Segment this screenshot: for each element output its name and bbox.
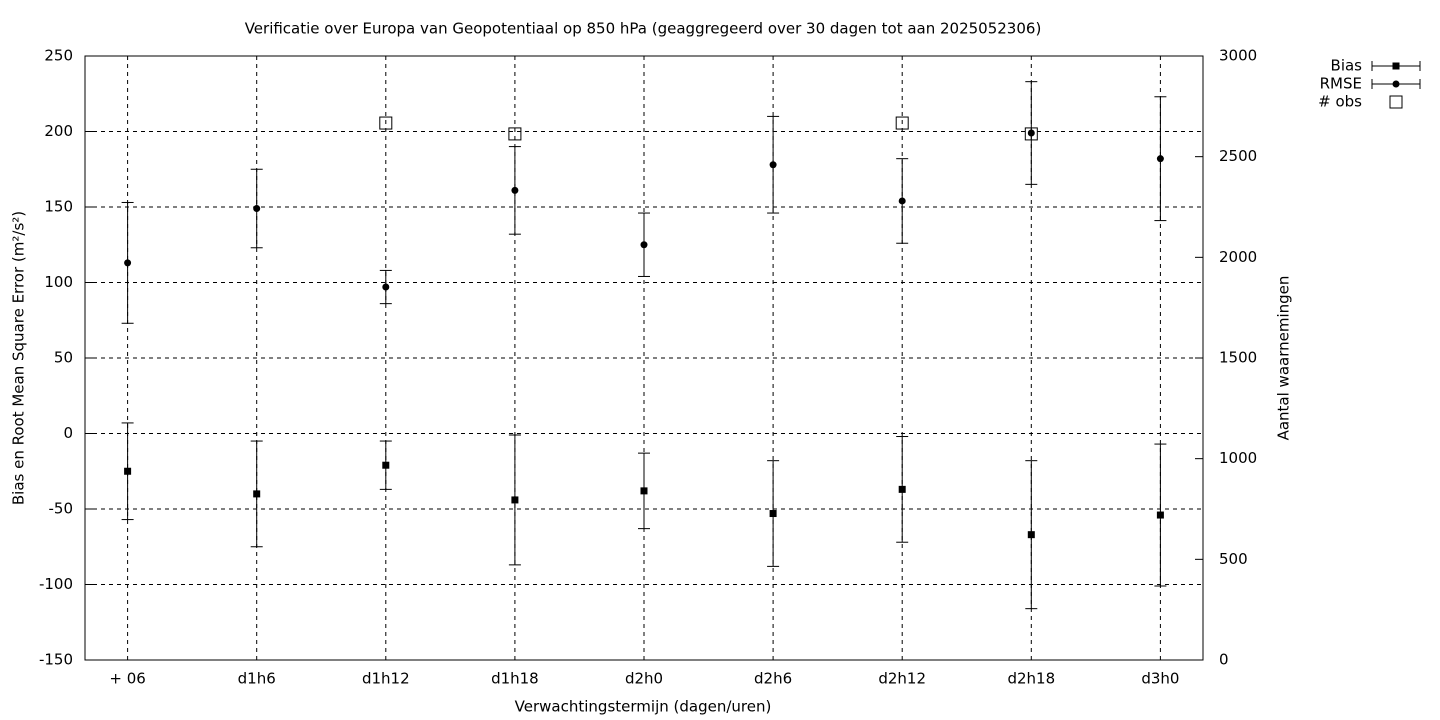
x-tick-label: d3h0 (1141, 670, 1179, 688)
y-tick-label: 250 (44, 47, 73, 65)
y2-tick-label: 2000 (1219, 248, 1257, 266)
legend-marker (1392, 62, 1400, 70)
data-point (508, 127, 522, 141)
data-point (511, 496, 519, 504)
x-tick-label: d1h12 (362, 670, 410, 688)
x-tick-label: d2h0 (625, 670, 663, 688)
y2-tick-label: 1500 (1219, 349, 1257, 367)
legend-marker (1392, 80, 1400, 88)
y2-tick-label: 500 (1219, 550, 1248, 568)
data-point (769, 510, 777, 518)
data-point (1027, 531, 1035, 539)
data-point (379, 116, 393, 130)
data-point (511, 186, 519, 194)
y2-tick-label: 1000 (1219, 449, 1257, 467)
data-point (898, 197, 906, 205)
y-tick-label: 50 (54, 349, 73, 367)
y-tick-label: -50 (49, 500, 74, 518)
data-point (640, 487, 648, 495)
y2-tick-label: 0 (1219, 651, 1229, 669)
y2-tick-label: 2500 (1219, 147, 1257, 165)
x-tick-label: d1h18 (491, 670, 539, 688)
data-point (382, 461, 390, 469)
legend-label: # obs (1318, 93, 1362, 111)
data-point (895, 116, 909, 130)
x-tick-label: d2h12 (878, 670, 926, 688)
x-tick-label: d2h6 (754, 670, 792, 688)
x-tick-label: d1h6 (238, 670, 276, 688)
y-tick-label: 150 (44, 198, 73, 216)
data-point (253, 490, 261, 498)
y-tick-label: 0 (63, 424, 73, 442)
data-point (1024, 127, 1038, 141)
data-point (640, 241, 648, 249)
data-point (1156, 155, 1164, 163)
legend-label: RMSE (1320, 75, 1362, 93)
y-tick-label: -100 (39, 575, 73, 593)
data-point (124, 259, 132, 267)
y-tick-label: 100 (44, 273, 73, 291)
y-axis-label: Bias en Root Mean Square Error (m²/s²) (10, 211, 28, 505)
legend-marker (1389, 95, 1403, 109)
data-point (382, 283, 390, 291)
y-tick-label: 200 (44, 122, 73, 140)
data-point (1027, 129, 1035, 137)
y-tick-label: -150 (39, 651, 73, 669)
data-point (1156, 511, 1164, 519)
x-tick-label: + 06 (109, 670, 145, 688)
data-point (124, 467, 132, 475)
y2-axis-label: Aantal waarnemingen (1275, 276, 1293, 441)
data-point (769, 161, 777, 169)
legend-label: Bias (1331, 57, 1363, 75)
data-point (898, 485, 906, 493)
x-axis-label: Verwachtingstermijn (dagen/uren) (515, 698, 772, 716)
x-tick-label: d2h18 (1007, 670, 1055, 688)
chart-title: Verificatie over Europa van Geopotentiaa… (245, 20, 1042, 38)
y2-tick-label: 3000 (1219, 47, 1257, 65)
data-point (253, 205, 261, 213)
